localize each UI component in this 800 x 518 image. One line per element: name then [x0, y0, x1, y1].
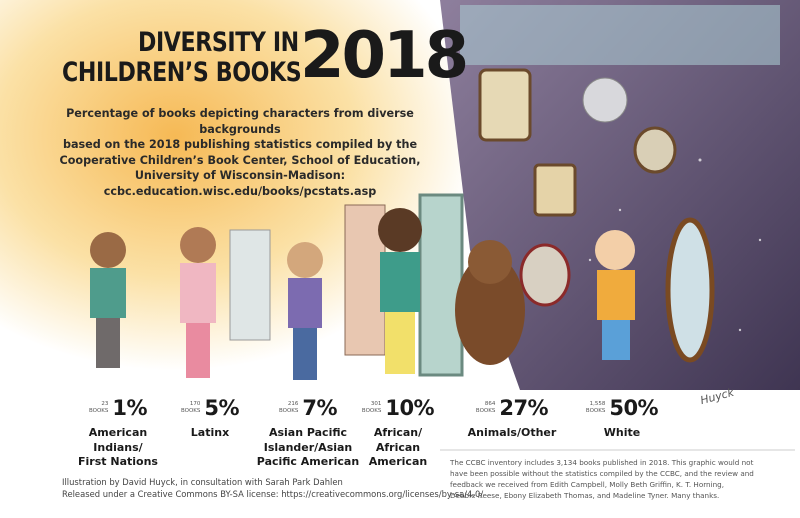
description-line: ccbc.education.wisc.edu/books/pcstats.as… [103, 184, 377, 198]
category-label: Latinx [145, 426, 275, 441]
stat-row: 864 BOOKS 27% [447, 396, 577, 420]
count-number: 170 [189, 401, 201, 407]
book-count: 216 BOOKS [279, 401, 298, 415]
stat-row: 23 BOOKS 1% [53, 396, 183, 420]
note: The CCBC inventory includes 3,134 books … [450, 457, 754, 501]
category-label: Asian Pacific Islander/Asian Pacific Ameri… [243, 426, 373, 470]
count-unit: BOOKS [180, 408, 201, 414]
label-line: Asian Pacific [268, 426, 348, 439]
count-number: 23 [101, 401, 109, 407]
percent: 5% [204, 396, 240, 420]
category-label: Animals/Other [447, 426, 577, 441]
label-line: African/ [373, 426, 423, 439]
category-item: 216 BOOKS 7% Asian Pacific Islander/Asian Pac… [243, 396, 373, 470]
percent: 10% [385, 396, 435, 420]
title-line: CHILDREN’S BOOKS [62, 57, 302, 88]
category-item: 170 BOOKS 5% Latinx [145, 396, 275, 441]
count-number: 301 [370, 401, 382, 407]
note-line: feedback we received from Edith Campbell… [450, 480, 725, 489]
note-line: Debbie Reese, Ebony Elizabeth Thomas, an… [450, 491, 720, 500]
stat-row: 301 BOOKS 10% [333, 396, 463, 420]
mirror [418, 193, 464, 377]
title-year: 2018 [300, 19, 469, 93]
description-line: University of Wisconsin-Madison: [134, 169, 346, 182]
standing-mirror [665, 217, 715, 363]
mirror [478, 68, 532, 142]
stat-row: 170 BOOKS 5% [145, 396, 275, 420]
credit-line: Released under a Creative Commons BY-SA … [62, 488, 484, 499]
label-line: Latinx [190, 426, 230, 439]
book-count: 23 BOOKS [89, 401, 108, 415]
description: Percentage of books depicting characters… [40, 106, 440, 199]
count-number: 864 [484, 401, 496, 407]
description-line: Percentage of books depicting characters… [66, 107, 414, 136]
category-item: 864 BOOKS 27% Animals/Other [447, 396, 577, 441]
label-line: Pacific American [256, 455, 360, 468]
note-line: have been possible without the statistic… [450, 469, 754, 478]
percent: 7% [302, 396, 338, 420]
description-line: Cooperative Children’s Book Center, Scho… [59, 153, 421, 167]
label-line: American [368, 455, 428, 468]
label-line: Indians/ [93, 440, 143, 454]
book-count: 1,558 BOOKS [586, 401, 605, 415]
label-line: Animals/Other [467, 426, 557, 439]
title-line: DIVERSITY IN [138, 27, 299, 58]
description-line: based on the 2018 publishing statistics … [62, 138, 418, 151]
category-label: African/African American [333, 426, 463, 470]
window [460, 5, 780, 65]
category-label: White [557, 426, 687, 441]
category-item: 301 BOOKS 10% African/African American [333, 396, 463, 470]
note-line: The CCBC inventory includes 3,134 books … [450, 458, 754, 467]
label-line: African [375, 440, 421, 454]
category-label: American Indians/First Nations [53, 426, 183, 470]
label-line: Islander/Asian [263, 440, 353, 454]
credits: Illustration by David Huyck, in consulta… [62, 477, 483, 500]
disco-ball [582, 77, 628, 123]
category-item: 23 BOOKS 1% American Indians/First Nations [53, 396, 183, 470]
mirror [229, 229, 271, 341]
percent: 27% [499, 396, 549, 420]
label-line: First Nations [78, 455, 158, 468]
mirror [533, 163, 577, 217]
count-unit: BOOKS [88, 408, 109, 414]
book-count: 170 BOOKS [181, 401, 200, 415]
credit-line: Illustration by David Huyck, in consulta… [62, 477, 343, 487]
label-line: American [88, 426, 148, 439]
book-count: 864 BOOKS [476, 401, 495, 415]
mirror [633, 126, 677, 174]
characters [90, 208, 635, 380]
stat-row: 1,558 BOOKS 50% [557, 396, 687, 420]
count-unit: BOOKS [361, 408, 382, 414]
percent: 1% [112, 396, 148, 420]
count-unit: BOOKS [278, 408, 299, 414]
label-line: White [603, 426, 641, 439]
book-count: 301 BOOKS [362, 401, 381, 415]
mirror [519, 243, 571, 307]
category-item: 1,558 BOOKS 50% White [557, 396, 687, 441]
count-unit: BOOKS [585, 408, 606, 414]
percent: 50% [609, 396, 659, 420]
count-unit: BOOKS [475, 408, 496, 414]
count-number: 1,558 [589, 401, 606, 407]
count-number: 216 [287, 401, 299, 407]
stat-row: 216 BOOKS 7% [243, 396, 373, 420]
